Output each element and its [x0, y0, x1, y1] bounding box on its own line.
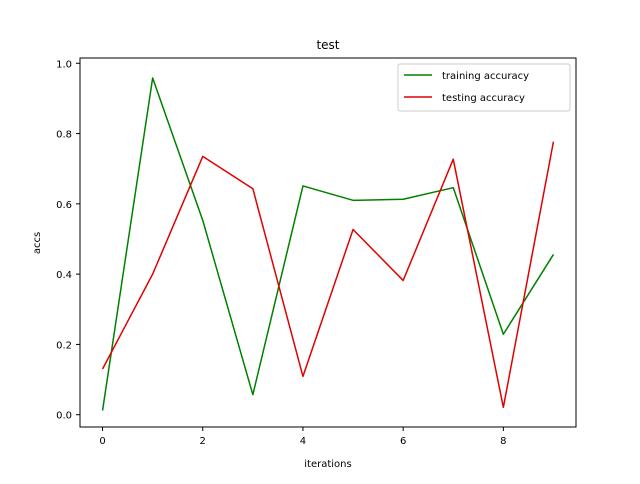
series-line-0 [101, 77, 555, 411]
y-tick-label: 1.0 [56, 59, 72, 70]
x-axis: 0 2 4 6 8 [99, 427, 507, 447]
x-tick-label: 4 [300, 436, 306, 447]
y-axis-label: accs [32, 232, 43, 254]
y-axis: 0.0 0.2 0.4 0.6 0.8 1.0 [56, 59, 80, 422]
y-tick-label: 0.8 [56, 130, 72, 141]
x-axis-label: iterations [304, 459, 351, 470]
y-tick-label: 0.2 [56, 340, 72, 351]
x-tick-label: 2 [200, 436, 206, 447]
legend-box [397, 63, 571, 112]
x-tick-label: 8 [500, 436, 506, 447]
x-tick-label: 6 [400, 436, 406, 447]
legend-label-training: training accuracy [442, 71, 529, 82]
chart-title: test [316, 38, 339, 52]
x-tick-label: 0 [99, 436, 105, 447]
series-lines [101, 77, 555, 411]
axes-frame [79, 57, 577, 428]
series-line-1 [101, 141, 555, 409]
legend: training accuracy testing accuracy [397, 63, 571, 112]
legend-label-testing: testing accuracy [442, 93, 525, 104]
y-tick-label: 0.6 [56, 200, 72, 211]
y-tick-label: 0.0 [56, 411, 72, 422]
y-tick-label: 0.4 [56, 270, 72, 281]
